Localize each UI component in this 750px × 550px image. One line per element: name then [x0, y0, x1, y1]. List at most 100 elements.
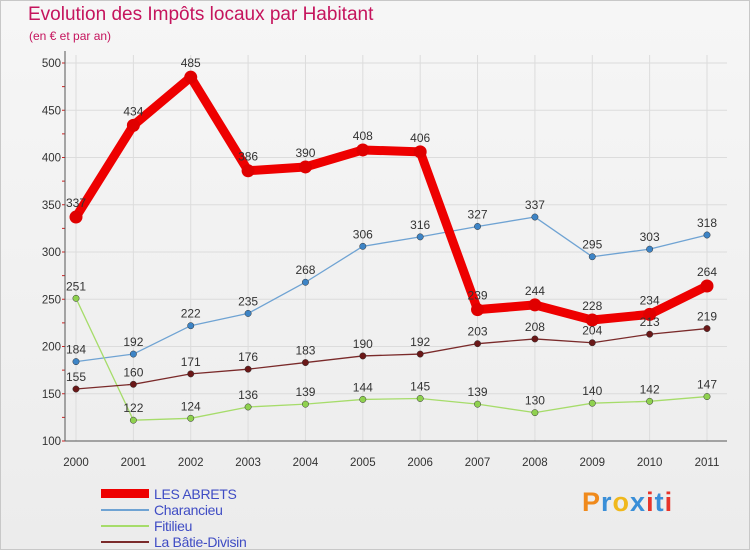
point-les-abrets-2003	[241, 164, 255, 178]
point-charancieu-2007	[474, 223, 481, 230]
point-la-batie-divisin-2002	[187, 370, 195, 378]
point-les-abrets-2006	[413, 145, 427, 159]
y-tick-label-500: 500	[42, 58, 61, 70]
series-lines	[71, 72, 712, 421]
point-fitilieu-2003	[244, 403, 252, 411]
x-tick-label-2010: 2010	[637, 457, 663, 469]
data-label-fitilieu-2004: 139	[295, 385, 315, 399]
data-label-charancieu-2002: 222	[181, 307, 201, 321]
point-charancieu-2000	[72, 358, 80, 366]
point-fitilieu-2001	[129, 416, 137, 424]
data-labels: 184 192 222 235 268 306 316 327 337 295 303 318 251 1…	[66, 56, 717, 415]
data-label-charancieu-2007: 327	[468, 207, 488, 221]
data-label-la-batie-divisin-2000: 155	[66, 370, 86, 384]
point-fitilieu-2007	[474, 400, 481, 408]
axes: 100 150 200 250 300 350 400 450 500 2000 2001 2002 2…	[42, 51, 727, 469]
data-label-charancieu-2001: 192	[123, 335, 143, 349]
legend-label-fitilieu: Fitilieu	[154, 518, 193, 534]
data-label-les-abrets-2003: 386	[238, 150, 258, 164]
x-tick-label-2000: 2000	[63, 457, 89, 469]
data-label-les-abrets-2002: 485	[181, 56, 201, 70]
point-fitilieu-2010	[646, 397, 654, 405]
data-label-les-abrets-2006: 406	[410, 131, 430, 145]
legend-label-les-abrets: LES ABRETS	[154, 486, 237, 502]
data-label-charancieu-2005: 306	[353, 227, 373, 241]
logo-letter: x	[630, 487, 647, 517]
logo-letter: r	[601, 487, 613, 517]
data-label-la-batie-divisin-2006: 192	[410, 335, 430, 349]
data-label-fitilieu-2009: 140	[582, 384, 602, 398]
point-charancieu-2011	[703, 231, 711, 239]
x-tick-label-2005: 2005	[350, 457, 376, 469]
x-tick-label-2008: 2008	[522, 457, 548, 469]
logo-letter: o	[612, 487, 631, 517]
point-les-abrets-2000	[69, 210, 83, 224]
x-tick-label-2003: 2003	[235, 457, 261, 469]
data-label-les-abrets-2011: 264	[697, 265, 717, 279]
point-les-abrets-2009	[585, 313, 599, 327]
point-fitilieu-2009	[588, 399, 596, 407]
data-label-charancieu-2011: 318	[697, 216, 717, 230]
data-label-fitilieu-2011: 147	[697, 378, 717, 392]
data-label-fitilieu-2002: 124	[181, 399, 201, 413]
data-label-les-abrets-2004: 390	[295, 146, 315, 160]
point-les-abrets-2010	[643, 307, 657, 321]
legend-label-charancieu: Charancieu	[154, 502, 223, 518]
point-la-batie-divisin-2007	[474, 340, 481, 348]
data-label-fitilieu-2003: 136	[238, 388, 258, 402]
series-markers	[69, 70, 714, 424]
point-la-batie-divisin-2008	[531, 335, 539, 343]
series-line-les-abrets	[71, 72, 712, 325]
legend-swatch-les-abrets	[101, 489, 149, 498]
grid-lines	[65, 55, 727, 442]
data-label-la-batie-divisin-2008: 208	[525, 320, 545, 334]
point-les-abrets-2005	[356, 143, 370, 157]
point-charancieu-2001	[129, 350, 137, 358]
logo-letter: P	[582, 487, 602, 517]
chart-subtitle: (en € et par an)	[29, 29, 112, 43]
point-charancieu-2002	[187, 322, 195, 330]
data-label-la-batie-divisin-2005: 190	[353, 337, 373, 351]
series-line-fitilieu	[75, 297, 708, 421]
data-label-charancieu-2009: 295	[582, 238, 602, 252]
point-la-batie-divisin-2001	[129, 380, 137, 388]
point-les-abrets-2008	[528, 298, 542, 312]
legend-swatch-charancieu	[101, 509, 149, 511]
point-les-abrets-2001	[126, 118, 140, 132]
legend-label-la-batie-divisin: La Bâtie-Divisin	[154, 534, 247, 550]
y-tick-label-350: 350	[42, 200, 61, 212]
point-la-batie-divisin-2000	[72, 385, 80, 393]
point-charancieu-2006	[416, 233, 424, 241]
data-label-fitilieu-2010: 142	[640, 382, 660, 396]
y-tick-label-200: 200	[42, 342, 61, 354]
legend-swatch-fitilieu	[101, 525, 149, 527]
y-tick-label-250: 250	[42, 294, 61, 306]
point-fitilieu-2005	[359, 395, 367, 403]
data-label-la-batie-divisin-2003: 176	[238, 350, 258, 364]
data-label-fitilieu-2007: 139	[468, 385, 488, 399]
point-charancieu-2010	[646, 245, 654, 253]
data-label-charancieu-2004: 268	[295, 263, 315, 277]
y-tick-label-450: 450	[42, 105, 61, 117]
point-charancieu-2008	[531, 213, 539, 221]
y-tick-label-300: 300	[42, 247, 61, 259]
data-label-la-batie-divisin-2007: 203	[468, 325, 488, 339]
data-label-fitilieu-2000: 251	[66, 279, 86, 293]
x-tick-label-2001: 2001	[121, 457, 147, 469]
data-label-la-batie-divisin-2002: 171	[181, 355, 201, 369]
point-charancieu-2004	[302, 278, 309, 286]
data-label-charancieu-2010: 303	[640, 230, 660, 244]
data-label-la-batie-divisin-2009: 204	[582, 324, 602, 338]
x-tick-label-2006: 2006	[407, 457, 433, 469]
data-label-les-abrets-2000: 337	[66, 196, 86, 210]
point-les-abrets-2004	[298, 160, 312, 174]
point-la-batie-divisin-2003	[244, 365, 252, 373]
x-tick-label-2009: 2009	[579, 457, 605, 469]
point-fitilieu-2000	[72, 294, 80, 302]
point-la-batie-divisin-2006	[416, 350, 424, 358]
data-label-fitilieu-2008: 130	[525, 394, 545, 408]
point-fitilieu-2004	[302, 400, 309, 408]
point-charancieu-2005	[359, 242, 367, 250]
